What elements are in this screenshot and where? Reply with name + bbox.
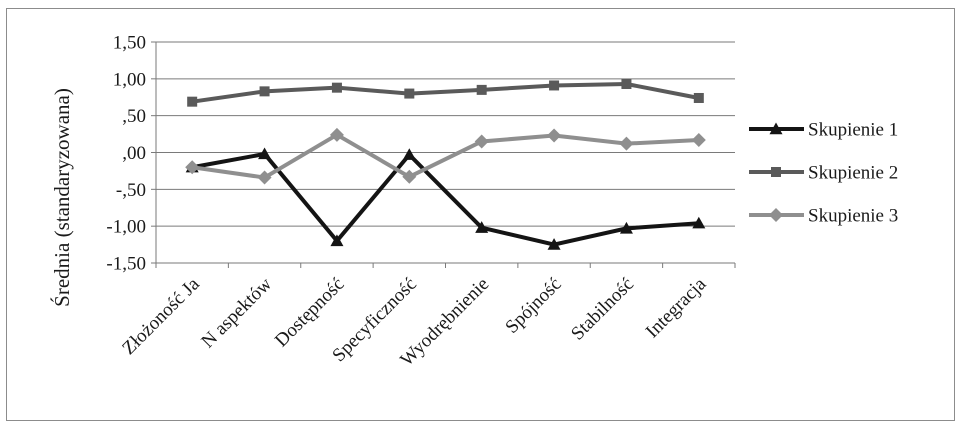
x-tick-label: Integracja	[642, 273, 711, 342]
data-point	[621, 78, 632, 89]
y-tick-label: ,00	[122, 143, 146, 164]
gridlines	[156, 41, 735, 264]
x-tick-label: Dostępność	[271, 274, 349, 352]
y-axis-title: Średnia (standaryzowana)	[50, 88, 74, 307]
series-lines	[185, 78, 706, 250]
data-point	[619, 136, 634, 151]
data-point	[547, 238, 561, 250]
data-point	[549, 80, 560, 91]
legend-entry: Skupienie 2	[749, 163, 898, 184]
legend-label: Skupienie 2	[808, 163, 898, 184]
series-3	[185, 127, 706, 185]
data-point	[474, 134, 489, 149]
x-tick-label: Złożoność Ja	[118, 273, 204, 359]
data-point	[402, 169, 417, 184]
legend-marker	[769, 122, 783, 135]
x-tick-label: N aspektów	[197, 273, 276, 352]
legend-marker	[769, 208, 783, 222]
axes	[151, 41, 736, 268]
x-tick-label: Stabilność	[567, 274, 638, 345]
legend-entry: Skupienie 1	[749, 120, 898, 141]
legend: Skupienie 1 Skupienie 2 Skupienie 3	[749, 120, 898, 227]
data-point	[187, 96, 198, 107]
data-point	[331, 82, 342, 93]
data-point	[476, 84, 487, 95]
data-point	[619, 221, 633, 234]
line-chart: 1,50 1,00 ,50 ,00 -,50 -1,00 -1,50 Złożoność J…	[50, 33, 898, 371]
data-point	[185, 160, 200, 175]
x-tick-labels: Złożoność JaN aspektówDostępnośćSpecyfic…	[118, 273, 710, 370]
data-point	[402, 148, 416, 160]
data-point	[692, 216, 706, 229]
y-tick-label: -1,50	[106, 254, 146, 275]
legend-label: Skupienie 3	[808, 206, 898, 227]
data-point	[693, 92, 704, 103]
data-point	[259, 86, 270, 97]
data-point	[691, 132, 706, 147]
y-tick-label: 1,50	[113, 33, 146, 54]
series-2	[187, 78, 704, 107]
data-point	[404, 88, 415, 99]
data-point	[329, 127, 344, 142]
series-line	[191, 81, 700, 104]
legend-label: Skupienie 1	[808, 120, 898, 141]
data-point	[475, 221, 489, 233]
legend-marker	[771, 167, 781, 177]
series-line	[191, 132, 699, 180]
data-point	[547, 128, 562, 143]
data-point	[258, 147, 272, 160]
data-point	[330, 234, 344, 247]
x-tick-label: Spójność	[501, 274, 565, 338]
series-1	[185, 147, 706, 250]
y-tick-label: ,50	[122, 106, 146, 127]
y-tick-label: 1,00	[113, 69, 146, 90]
data-point	[257, 170, 272, 185]
y-tick-labels: 1,50 1,00 ,50 ,00 -,50 -1,00 -1,50	[106, 33, 146, 275]
y-tick-label: -,50	[116, 180, 146, 201]
y-tick-label: -1,00	[106, 217, 146, 238]
legend-entry: Skupienie 3	[749, 206, 898, 227]
chart-frame: 1,50 1,00 ,50 ,00 -,50 -1,00 -1,50 Złożoność J…	[6, 8, 955, 421]
